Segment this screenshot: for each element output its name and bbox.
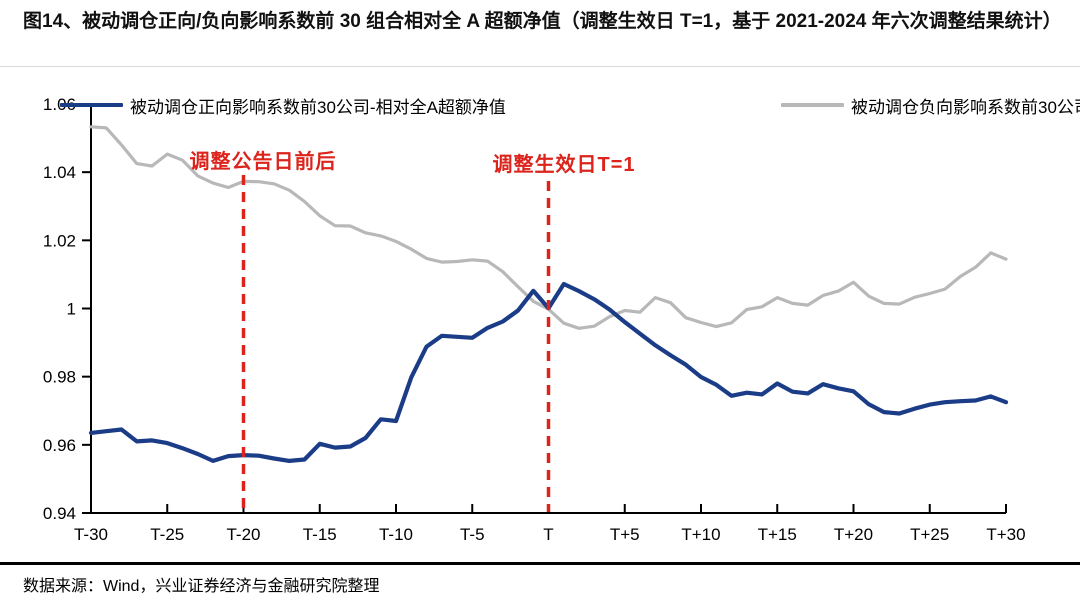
- x-axis-tick-label: T-30: [74, 525, 108, 544]
- y-axis-tick-label: 1.02: [43, 231, 76, 250]
- x-axis-tick-label: T-25: [150, 525, 184, 544]
- x-axis-tick-label: T-5: [460, 525, 485, 544]
- data-source: 数据来源：Wind，兴业证券经济与金融研究院整理: [23, 578, 380, 595]
- legend-label-negative: 被动调仓负向影响系数前30公司-相对全A超额净值: [851, 97, 1080, 117]
- x-axis-tick-label: T+25: [910, 525, 949, 544]
- legend-item-positive: 被动调仓正向影响系数前30公司-相对全A超额净值: [60, 96, 506, 117]
- legend-item-negative: 被动调仓负向影响系数前30公司-相对全A超额净值: [781, 96, 1080, 117]
- title-divider: [0, 66, 1080, 67]
- annotation-announcement-date: 调整公告日前后: [189, 151, 337, 173]
- x-axis-tick-label: T-15: [303, 525, 337, 544]
- y-axis-tick-label: 0.98: [43, 368, 76, 387]
- annotation-effective-date: 调整生效日T=1: [492, 154, 636, 176]
- negative-series-line-swatch: [781, 103, 844, 107]
- figure-title: 图14、被动调仓正向/负向影响系数前 30 组合相对全 A 超额净值（调整生效日…: [23, 11, 1062, 32]
- x-axis-tick-label: T+15: [758, 525, 797, 544]
- y-axis-tick-label: 1.06: [43, 95, 76, 114]
- y-axis-tick-label: 0.96: [43, 436, 76, 455]
- y-axis-tick-label: 1: [67, 300, 76, 319]
- x-axis-tick-label: T+5: [610, 525, 640, 544]
- y-axis-tick-label: 0.94: [43, 504, 76, 523]
- x-axis-tick-label: T-20: [226, 525, 260, 544]
- x-axis-tick-label: T: [543, 525, 553, 544]
- y-axis-tick-label: 1.04: [43, 163, 76, 182]
- x-axis-tick-label: T+30: [986, 525, 1025, 544]
- footer-divider: [0, 562, 1080, 565]
- x-axis-tick-label: T-10: [379, 525, 413, 544]
- legend-label-positive: 被动调仓正向影响系数前30公司-相对全A超额净值: [130, 97, 506, 117]
- positive-series-line-swatch: [60, 103, 123, 107]
- x-axis-tick-label: T+20: [834, 525, 873, 544]
- x-axis-tick-label: T+10: [681, 525, 720, 544]
